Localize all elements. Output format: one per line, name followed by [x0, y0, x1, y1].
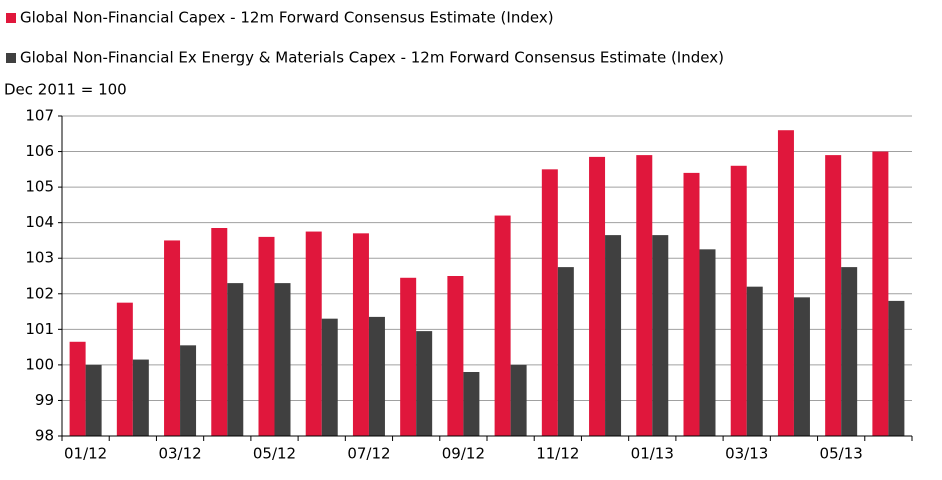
- bar: [116, 302, 133, 436]
- bar: [447, 276, 464, 436]
- legend-label: Global Non-Financial Capex - 12m Forward…: [20, 9, 554, 27]
- bar: [888, 300, 905, 436]
- bar: [368, 316, 385, 436]
- y-tick-label: 98: [35, 427, 54, 445]
- bar: [400, 277, 417, 436]
- x-tick-label: 05/12: [253, 445, 296, 463]
- bar: [589, 156, 606, 436]
- x-tick-label: 09/12: [442, 445, 485, 463]
- bar: [841, 267, 858, 436]
- bar: [463, 372, 480, 436]
- legend-swatch: [6, 53, 16, 63]
- bar: [85, 364, 102, 436]
- bar: [557, 267, 574, 436]
- y-tick-label: 105: [25, 178, 54, 196]
- bar: [825, 155, 842, 436]
- bar: [305, 231, 322, 436]
- bar: [605, 235, 622, 436]
- x-tick-label: 01/12: [64, 445, 107, 463]
- x-tick-label: 11/12: [536, 445, 579, 463]
- bar: [730, 165, 747, 436]
- legend-swatch: [6, 13, 16, 23]
- bar: [274, 283, 291, 436]
- bar: [69, 341, 86, 436]
- x-tick-label: 03/12: [158, 445, 201, 463]
- bar: [132, 359, 149, 436]
- bar: [793, 297, 810, 436]
- y-tick-label: 102: [25, 284, 54, 302]
- y-tick-label: 106: [25, 142, 54, 160]
- x-tick-label: 03/13: [725, 445, 768, 463]
- y-tick-label: 99: [35, 391, 54, 409]
- bar: [636, 155, 653, 436]
- bar: [352, 233, 369, 436]
- bar: [211, 228, 228, 436]
- y-tick-label: 100: [25, 355, 54, 373]
- bar: [494, 215, 511, 436]
- y-tick-label: 107: [25, 107, 54, 125]
- y-tick-label: 103: [25, 249, 54, 267]
- legend-label: Global Non-Financial Ex Energy & Materia…: [20, 49, 724, 67]
- bar: [164, 240, 181, 436]
- bar: [416, 331, 433, 436]
- bar: [652, 235, 669, 436]
- y-tick-label: 101: [25, 320, 54, 338]
- bar: [258, 236, 275, 436]
- y-tick-label: 104: [25, 213, 54, 231]
- x-tick-label: 01/13: [631, 445, 674, 463]
- chart-subtitle: Dec 2011 = 100: [4, 81, 127, 99]
- bar: [683, 172, 700, 436]
- bar: [321, 318, 338, 436]
- bar: [227, 283, 244, 436]
- bar: [777, 130, 794, 436]
- bar: [510, 364, 527, 436]
- bar: [180, 345, 197, 436]
- bar: [541, 169, 558, 437]
- bar: [872, 151, 889, 437]
- x-tick-label: 05/13: [820, 445, 863, 463]
- bar: [746, 286, 763, 436]
- bar: [699, 249, 716, 436]
- x-tick-label: 07/12: [347, 445, 390, 463]
